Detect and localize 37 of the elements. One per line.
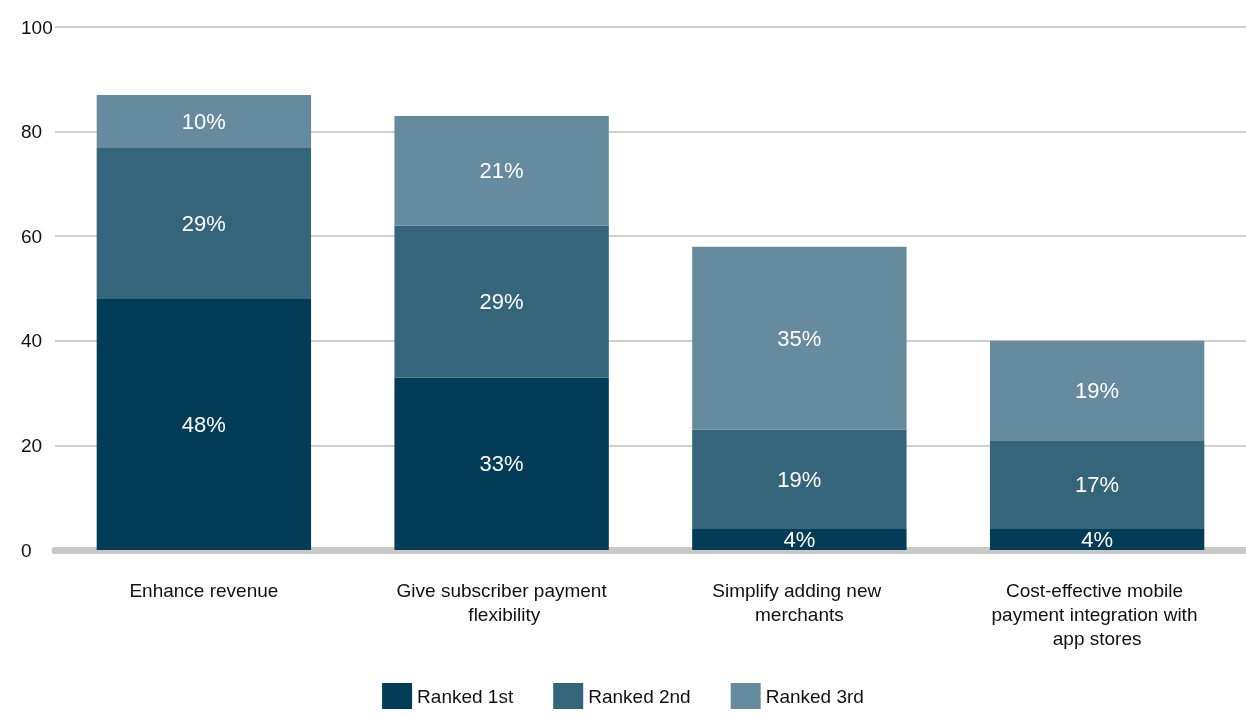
bar — [989, 340, 1205, 441]
y-tick-label: 80 — [21, 121, 43, 143]
y-tick-label: 100 — [21, 16, 53, 38]
data-label: 21% — [479, 158, 524, 184]
data-label: 29% — [479, 289, 524, 315]
data-label: 4% — [1081, 527, 1114, 553]
x-tick-label: Cost-effective mobile payment integration with app stores — [991, 579, 1203, 649]
bar — [394, 225, 609, 378]
data-label: 19% — [777, 466, 822, 492]
data-label: 35% — [777, 325, 822, 351]
data-label: 10% — [181, 108, 226, 134]
bar — [692, 246, 907, 430]
x-tick-label: Give subscriber payment flexibility — [396, 579, 608, 625]
data-label: 4% — [783, 527, 816, 553]
legend-label: Ranked 3rd — [765, 685, 864, 707]
bar — [394, 115, 609, 226]
bar — [989, 440, 1205, 530]
data-label: 33% — [479, 451, 524, 477]
y-tick-label: 0 — [21, 539, 32, 561]
legend-label: Ranked 1st — [417, 685, 514, 707]
x-tick-label: Enhance revenue — [129, 579, 279, 601]
y-tick-label: 20 — [21, 434, 43, 456]
bar — [692, 529, 907, 550]
bar — [96, 94, 312, 148]
bar — [96, 298, 312, 550]
data-label: 29% — [181, 210, 226, 236]
y-tick-label: 40 — [21, 330, 43, 352]
y-tick-label: 60 — [21, 225, 43, 247]
data-label: 19% — [1075, 377, 1120, 403]
bar — [394, 377, 609, 550]
legend-label: Ranked 2nd — [588, 685, 691, 707]
bar — [989, 529, 1205, 550]
data-label: 17% — [1075, 472, 1120, 498]
x-tick-label: Simplify adding new merchants — [712, 579, 887, 625]
bar — [692, 429, 907, 530]
bar — [96, 147, 312, 299]
data-label: 48% — [181, 411, 226, 437]
